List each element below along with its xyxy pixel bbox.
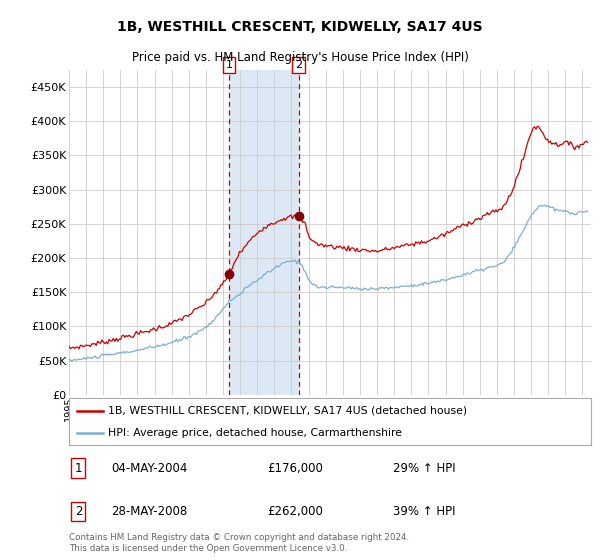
Text: 28-MAY-2008: 28-MAY-2008 (111, 505, 187, 518)
Text: 2: 2 (74, 505, 82, 518)
Text: 1B, WESTHILL CRESCENT, KIDWELLY, SA17 4US: 1B, WESTHILL CRESCENT, KIDWELLY, SA17 4U… (117, 20, 483, 34)
Text: £176,000: £176,000 (268, 462, 323, 475)
Text: 1: 1 (226, 60, 232, 70)
Text: HPI: Average price, detached house, Carmarthenshire: HPI: Average price, detached house, Carm… (108, 428, 402, 438)
Text: 39% ↑ HPI: 39% ↑ HPI (392, 505, 455, 518)
Text: Contains HM Land Registry data © Crown copyright and database right 2024.
This d: Contains HM Land Registry data © Crown c… (69, 533, 409, 553)
Text: 04-MAY-2004: 04-MAY-2004 (111, 462, 187, 475)
Text: 29% ↑ HPI: 29% ↑ HPI (392, 462, 455, 475)
Bar (229, 70, 299, 395)
Text: £262,000: £262,000 (268, 505, 323, 518)
Text: 1B, WESTHILL CRESCENT, KIDWELLY, SA17 4US (detached house): 1B, WESTHILL CRESCENT, KIDWELLY, SA17 4U… (108, 406, 467, 416)
Text: Price paid vs. HM Land Registry's House Price Index (HPI): Price paid vs. HM Land Registry's House … (131, 51, 469, 64)
Text: 1: 1 (74, 462, 82, 475)
Text: 2: 2 (295, 60, 302, 70)
